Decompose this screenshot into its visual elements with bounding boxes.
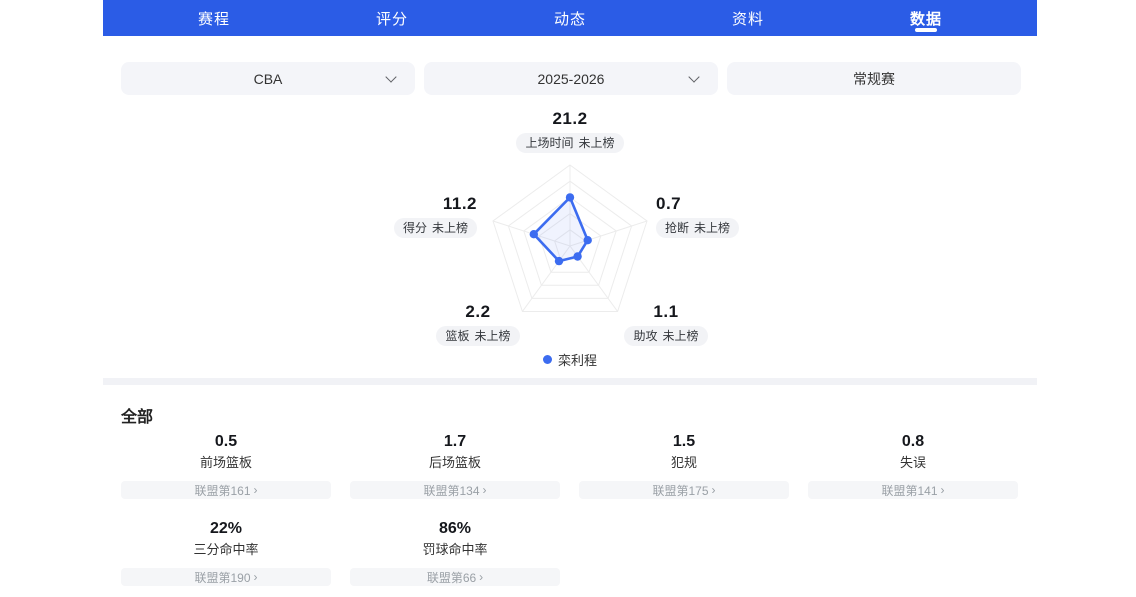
league-rank-button[interactable]: 联盟第141 › <box>808 481 1018 499</box>
axis-name: 助攻 <box>633 329 658 343</box>
stat-label: 犯规 <box>670 455 697 470</box>
season-select-value: 2025-2026 <box>537 70 605 87</box>
axis-name: 抢断 <box>665 221 690 235</box>
tab-data[interactable]: 数据 <box>910 0 942 36</box>
axis-label-pill: 助攻 未上榜 <box>624 326 708 346</box>
radar-axis-assists: 1.1 助攻 未上榜 <box>566 302 766 346</box>
legend-player-name: 栾利程 <box>557 353 597 368</box>
league-select-value: CBA <box>253 70 283 87</box>
stat-label: 前场篮板 <box>199 455 252 470</box>
stage-select-value: 常规赛 <box>853 70 895 87</box>
stat-label: 罚球命中率 <box>422 542 488 557</box>
rank-text: 联盟第134 <box>423 483 480 498</box>
axis-status: 未上榜 <box>431 221 468 235</box>
stat-fouls: 1.5 犯规 联盟第175 › <box>579 432 789 499</box>
radar-chart <box>492 164 648 312</box>
chevron-right-icon: › <box>940 483 945 497</box>
stat-defensive-rebounds: 1.7 后场篮板 联盟第134 › <box>350 432 560 499</box>
axis-value: 11.2 <box>442 194 477 213</box>
stat-free-throw-pct: 86% 罚球命中率 联盟第66 › <box>350 519 560 586</box>
axis-label-pill: 上场时间 未上榜 <box>516 133 624 153</box>
league-rank-button[interactable]: 联盟第66 › <box>350 568 560 586</box>
axis-value: 1.1 <box>653 302 679 321</box>
stat-offensive-rebounds: 0.5 前场篮板 联盟第161 › <box>121 432 331 499</box>
rank-text: 联盟第190 <box>194 570 251 585</box>
rank-text: 联盟第175 <box>652 483 709 498</box>
league-rank-button[interactable]: 联盟第161 › <box>121 481 331 499</box>
league-rank-button[interactable]: 联盟第134 › <box>350 481 560 499</box>
league-rank-button[interactable]: 联盟第190 › <box>121 568 331 586</box>
axis-value: 2.2 <box>465 302 491 321</box>
season-select[interactable]: 2025-2026 <box>424 62 718 95</box>
top-nav: 赛程 评分 动态 资料 数据 <box>103 0 1037 36</box>
axis-name: 篮板 <box>445 329 470 343</box>
chevron-right-icon: › <box>253 483 258 497</box>
legend-dot-icon <box>542 355 552 364</box>
axis-name: 上场时间 <box>525 136 574 150</box>
stat-three-point-pct: 22% 三分命中率 联盟第190 › <box>121 519 331 586</box>
axis-name: 得分 <box>402 221 427 235</box>
chevron-right-icon: › <box>253 570 258 584</box>
radar-axis-points: 11.2 得分 未上榜 <box>277 194 477 238</box>
tab-data-label: 数据 <box>909 10 942 28</box>
axis-status: 未上榜 <box>662 329 699 343</box>
chevron-down-icon <box>385 71 397 83</box>
stat-value: 86% <box>438 520 472 537</box>
axis-value: 0.7 <box>656 194 682 213</box>
rank-text: 联盟第66 <box>426 570 477 585</box>
league-rank-button[interactable]: 联盟第175 › <box>579 481 789 499</box>
chevron-right-icon: › <box>482 483 487 497</box>
axis-status: 未上榜 <box>578 136 615 150</box>
stat-turnovers: 0.8 失误 联盟第141 › <box>808 432 1018 499</box>
stage-select[interactable]: 常规赛 <box>727 62 1021 95</box>
radar-axis-steals: 0.7 抢断 未上榜 <box>656 194 856 238</box>
radar-axis-playing-time: 21.2 上场时间 未上榜 <box>470 109 670 153</box>
section-divider <box>103 378 1037 385</box>
radar-axis-rebounds: 2.2 篮板 未上榜 <box>378 302 578 346</box>
chevron-down-icon <box>688 71 700 83</box>
active-tab-underline <box>914 28 937 32</box>
stats-grid: 0.5 前场篮板 联盟第161 › 1.7 后场篮板 联盟第134 › 1.5 … <box>121 432 1018 586</box>
rank-text: 联盟第161 <box>194 483 251 498</box>
stat-value: 1.7 <box>443 433 467 450</box>
axis-status: 未上榜 <box>694 221 731 235</box>
stats-section-title: 全部 <box>121 409 154 426</box>
stat-label: 三分命中率 <box>193 542 259 557</box>
stat-value: 0.8 <box>901 433 925 450</box>
tab-rating[interactable]: 评分 <box>375 10 408 28</box>
league-select[interactable]: CBA <box>121 62 415 95</box>
filter-row: CBA 2025-2026 常规赛 <box>121 62 1021 95</box>
stat-value: 1.5 <box>672 433 696 450</box>
axis-status: 未上榜 <box>474 329 511 343</box>
chevron-right-icon: › <box>711 483 716 497</box>
stat-value: 0.5 <box>214 433 238 450</box>
rank-text: 联盟第141 <box>881 483 938 498</box>
chevron-right-icon: › <box>479 570 484 584</box>
axis-label-pill: 篮板 未上榜 <box>436 326 520 346</box>
stat-label: 后场篮板 <box>428 455 481 470</box>
tab-news[interactable]: 动态 <box>553 10 586 28</box>
chart-legend: 栾利程 <box>103 350 1037 369</box>
stat-value: 22% <box>209 520 243 537</box>
tab-profile[interactable]: 资料 <box>731 10 764 28</box>
axis-label-pill: 得分 未上榜 <box>393 218 477 238</box>
tab-schedule[interactable]: 赛程 <box>198 10 231 28</box>
axis-value: 21.2 <box>552 109 588 128</box>
axis-label-pill: 抢断 未上榜 <box>656 218 740 238</box>
stat-label: 失误 <box>899 455 926 470</box>
